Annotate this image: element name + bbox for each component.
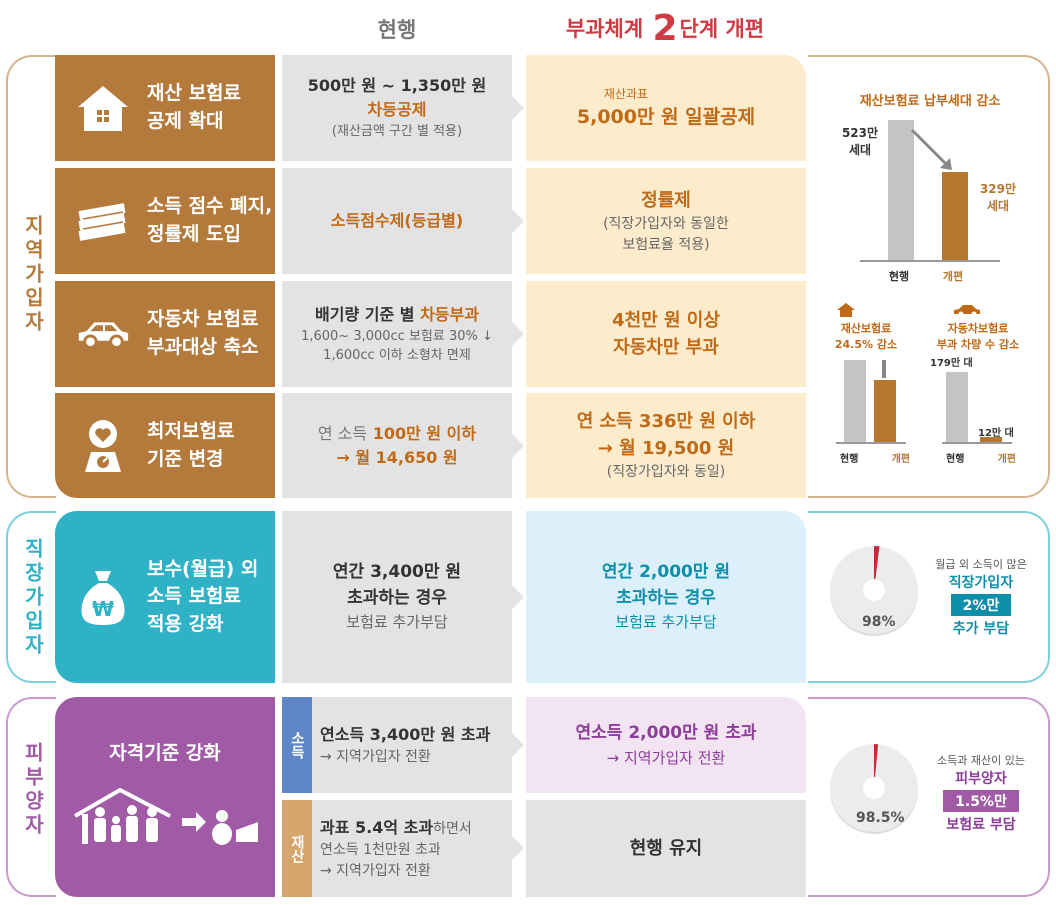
arrow-icon [512, 322, 524, 346]
mid-right-labels: 현행 개편 [946, 454, 1016, 465]
arrow-icon [512, 96, 524, 120]
group-dependent-label: 피부양자 [21, 742, 45, 838]
label-new: 개편 [942, 270, 964, 283]
side-top-title: 재산보험료 납부세대 감소 [859, 94, 1001, 109]
employee-frame [6, 511, 56, 683]
current-minimum: 연 소득 100만 원 이하 → 월 14,650 원 [282, 393, 512, 498]
employee-note: 월급 외 소득이 많은 직장가입자 2%만 추가 부담 [935, 558, 1027, 637]
family-icon [70, 786, 260, 855]
dependent-note: 소득과 재산이 있는 피부양자 1.5%만 보험료 부담 [937, 754, 1025, 833]
chart-mid-left [836, 360, 906, 444]
mid-right-current-value: 179만 대 [930, 358, 973, 369]
new-property: 재산과표 5,000만 원 일괄공제 [526, 55, 806, 161]
category-dependent: 자격기준 강화 [55, 697, 275, 897]
arrow-icon [512, 836, 524, 860]
money-bag-icon: ₩ [75, 569, 131, 625]
tag-income: 소득 [282, 697, 312, 793]
current-dependent-property: 과표 5.4억 초과하면서 연소득 1천만원 초과 → 지역가입자 전환 [312, 800, 512, 897]
small-car-icon [952, 302, 982, 318]
arrow-down-icon [882, 360, 886, 378]
group-employee-label: 직장가입자 [21, 537, 45, 658]
current-property: 500만 원 ~ 1,350만 원 차등공제 (재산금액 구간 별 적용) [282, 55, 512, 161]
pie-employee-pct: 98% [862, 614, 896, 630]
dependent-frame [6, 697, 56, 897]
side-frame-employee [808, 511, 1050, 683]
current-car: 배기량 기준 별 차등부과 1,600~ 3,000cc 보험료 30% ↓ 1… [282, 281, 512, 387]
money-stack-icon [75, 193, 131, 249]
new-employee: 연간 2,000만 원 초과하는 경우 보험료 추가부담 [526, 511, 806, 683]
category-minimum: 최저보험료 기준 변경 [55, 393, 275, 498]
bar-top-current [888, 120, 914, 260]
new-minimum: 연 소득 336만 원 이하 → 월 19,500 원 (직장가입자와 동일) [526, 393, 806, 498]
chart-top [860, 120, 1000, 262]
group-regional-label: 지역가입자 [21, 215, 45, 335]
category-income: 소득 점수 폐지, 정률제 도입 [55, 168, 275, 274]
category-car: 자동차 보험료 부과대상 축소 [55, 281, 275, 387]
new-dependent-property: 현행 유지 [526, 800, 806, 897]
tag-property: 재산 [282, 800, 312, 897]
label-current: 현행 [888, 270, 910, 283]
mid-left-labels: 현행 개편 [840, 454, 910, 465]
current-income: 소득점수제(등급별) [282, 168, 512, 274]
category-employee: ₩ 보수(월급) 외 소득 보험료 적용 강화 [55, 511, 275, 683]
svg-text:₩: ₩ [92, 597, 114, 621]
pie-employee [824, 540, 924, 640]
new-car: 4천만 원 이상 자동차만 부과 [526, 281, 806, 387]
house-icon [75, 80, 131, 136]
arrow-icon [512, 585, 524, 609]
side-frame-regional [808, 55, 1050, 498]
pie-dependent-pct: 98.5% [856, 810, 905, 826]
side-frame-dependent [808, 697, 1050, 897]
chart-mid-right [942, 372, 1012, 444]
header-new: 부과체계 2단계 개편 [565, 8, 765, 49]
new-income: 정률제 (직장가입자와 동일한 보험료율 적용) [526, 168, 806, 274]
mid-right-title: 자동차보험료 부과 차량 수 감소 [936, 322, 1020, 351]
top-current-value: 523만 세대 [841, 126, 879, 157]
decrease-arrow-icon [910, 128, 952, 170]
top-new-value: 329만 세대 [979, 182, 1017, 213]
arrow-icon [512, 434, 524, 458]
car-icon [75, 306, 131, 362]
scale-heart-icon [75, 418, 131, 474]
bar-mid-right-current [946, 372, 968, 442]
bar-top-new [942, 172, 968, 260]
mid-left-title: 재산보험료 24.5% 감소 [834, 322, 898, 351]
new-dependent-income: 연소득 2,000만 원 초과 → 지역가입자 전환 [526, 697, 806, 793]
current-dependent-income: 연소득 3,400만 원 초과 → 지역가입자 전환 [312, 697, 512, 793]
mid-right-new-value: 12만 대 [978, 428, 1014, 439]
bar-mid-right-new [980, 437, 1002, 442]
arrow-icon [512, 209, 524, 233]
header-current: 현행 [377, 18, 417, 42]
current-employee: 연간 3,400만 원 초과하는 경우 보험료 추가부담 [282, 511, 512, 683]
small-house-icon [836, 302, 856, 318]
category-property: 재산 보험료 공제 확대 [55, 55, 275, 161]
bar-mid-left-new [874, 380, 896, 442]
bar-mid-left-current [844, 360, 866, 442]
regional-frame [6, 55, 56, 498]
pie-dependent [824, 738, 924, 838]
arrow-icon [512, 733, 524, 757]
